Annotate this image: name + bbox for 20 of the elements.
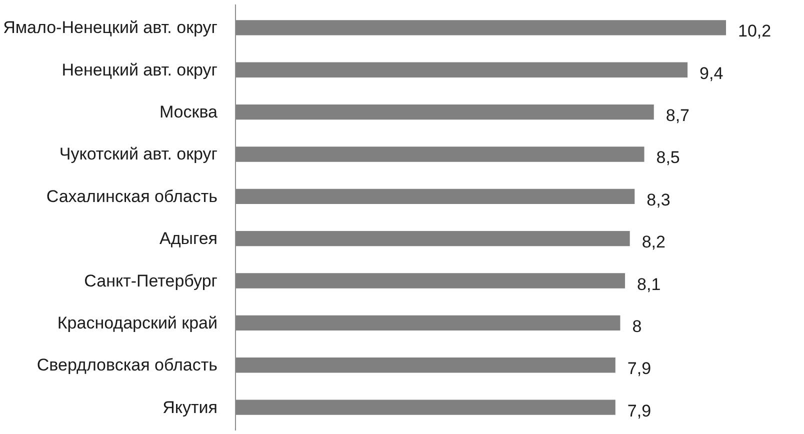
y-tick-label: Ненецкий авт. округ — [62, 60, 218, 80]
data-label: 7,9 — [627, 401, 652, 420]
data-label: 8,3 — [646, 190, 670, 210]
y-tick-label: Ямало-Ненецкий авт. округ — [3, 18, 218, 38]
data-label: 8,1 — [637, 274, 661, 294]
data-label: 7,9 — [627, 359, 652, 378]
y-tick-label: Сахалинская область — [46, 186, 218, 206]
y-tick-label: Краснодарский край — [57, 313, 218, 332]
y-tick-label: Чукотский авт. округ — [59, 144, 218, 164]
y-tick-label: Свердловская область — [36, 356, 218, 375]
y-tick-label: Якутия — [162, 398, 218, 417]
y-tick-label: Адыгея — [160, 229, 218, 248]
y-tick-label: Москва — [159, 102, 218, 122]
data-label: 9,4 — [700, 64, 724, 83]
data-label: 10,2 — [738, 22, 772, 41]
y-tick-label: Санкт-Петербург — [84, 271, 218, 290]
data-label: 8,2 — [642, 232, 666, 252]
data-label: 8,5 — [656, 148, 680, 168]
data-label: 8,7 — [666, 106, 690, 126]
data-label: 8 — [632, 316, 642, 336]
